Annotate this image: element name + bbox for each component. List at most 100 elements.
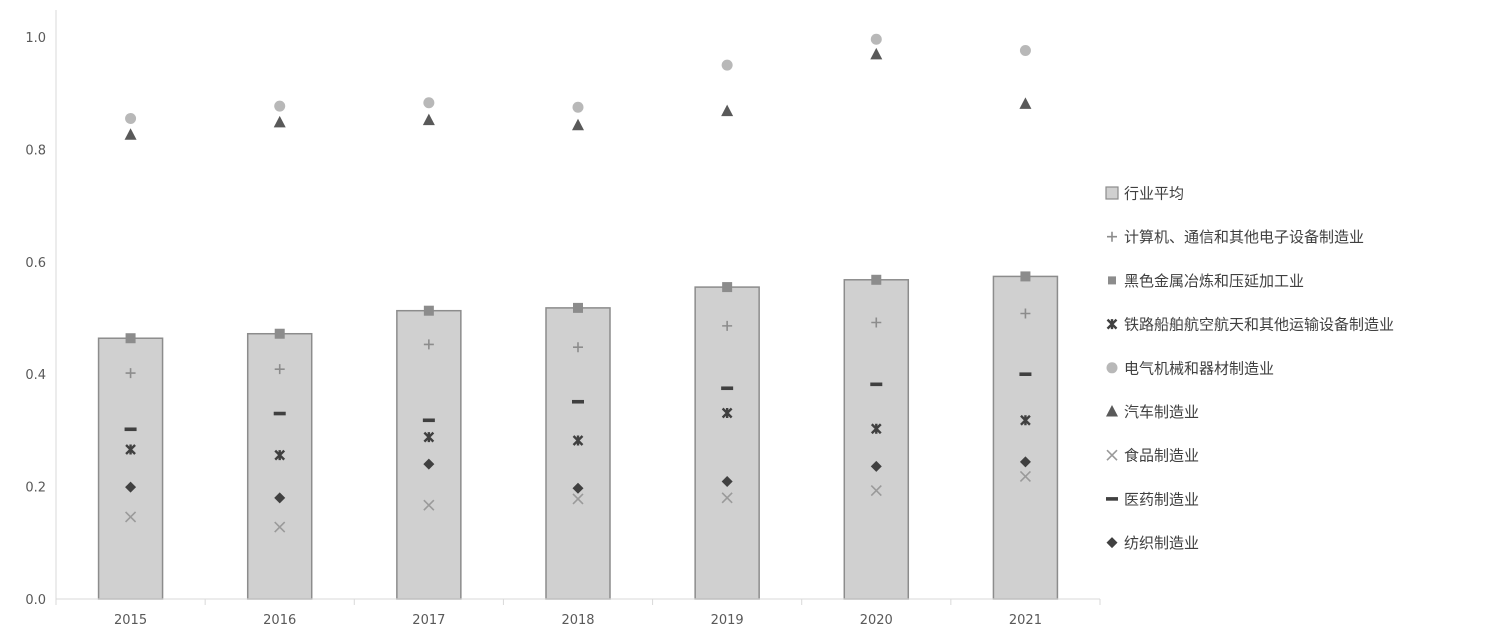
point-6-2017	[423, 499, 435, 511]
legend-label: 纺织制造业	[1124, 534, 1199, 552]
point-3-2018	[572, 435, 584, 446]
bar-2021	[992, 275, 1059, 600]
y-tick-label: 0.2	[25, 481, 46, 496]
legend-label: 行业平均	[1124, 185, 1184, 203]
point-3-2017	[423, 431, 435, 443]
y-tick-label: 1.0	[25, 31, 46, 46]
legend-item-0: 行业平均	[1105, 185, 1184, 203]
legend-item-2: 黑色金属冶炼和压延加工业	[1108, 272, 1304, 290]
legend-swatch	[1108, 276, 1116, 285]
point-3-2021	[1020, 414, 1031, 426]
x-tick-label: 2018	[561, 613, 594, 628]
point-2-2015	[125, 333, 136, 344]
point-7-2016	[273, 411, 286, 416]
point-5-2020	[870, 47, 883, 60]
point-5-2019	[721, 104, 734, 117]
legend-item-5: 汽车制造业	[1106, 403, 1199, 421]
point-1-2020	[871, 317, 882, 328]
point-5-2015	[124, 128, 137, 140]
point-1-2017	[423, 339, 434, 350]
point-8-2018	[572, 482, 584, 494]
bar-2018	[545, 307, 611, 600]
point-6-2018	[572, 493, 584, 505]
x-tick-label: 2019	[711, 613, 744, 628]
legend-item-4: 电气机械和器材制造业	[1106, 359, 1274, 377]
legend-label: 食品制造业	[1124, 447, 1199, 465]
point-8-2015	[125, 481, 137, 493]
y-tick-label: 0.6	[25, 256, 46, 271]
point-3-2015	[125, 444, 136, 455]
point-3-2019	[721, 407, 733, 419]
x-tick-label: 2015	[114, 613, 147, 628]
point-4-2021	[1019, 44, 1031, 56]
point-2-2016	[274, 328, 285, 339]
point-1-2019	[722, 320, 733, 331]
x-tick-label: 2016	[263, 613, 296, 628]
point-7-2019	[721, 386, 734, 391]
point-1-2018	[573, 342, 583, 353]
point-3-2020	[870, 423, 882, 435]
point-7-2017	[422, 418, 435, 423]
point-4-2016	[274, 100, 286, 112]
legend-swatch	[1106, 318, 1118, 330]
legend-label: 医药制造业	[1124, 490, 1199, 508]
legend-item-7: 医药制造业	[1106, 490, 1199, 508]
x-tick-label: 2017	[412, 613, 445, 628]
point-1-2016	[274, 364, 285, 375]
legend-swatch	[1106, 405, 1118, 417]
point-2-2017	[423, 305, 434, 316]
point-6-2019	[721, 492, 733, 504]
point-5-2017	[422, 113, 435, 126]
point-7-2021	[1019, 372, 1032, 376]
legend-swatch	[1106, 537, 1118, 549]
point-6-2020	[870, 484, 882, 497]
legend-swatch	[1106, 362, 1118, 374]
legend[interactable]: 行业平均计算机、通信和其他电子设备制造业黑色金属冶炼和压延加工业铁路船舶航空航天…	[1105, 185, 1394, 553]
legend-label: 黑色金属冶炼和压延加工业	[1124, 272, 1304, 290]
point-4-2017	[423, 97, 435, 109]
point-2-2020	[871, 274, 882, 285]
bar-2016	[246, 332, 313, 600]
legend-swatch	[1105, 186, 1119, 200]
point-6-2015	[125, 511, 137, 523]
y-tick-label: 0.8	[25, 143, 46, 158]
y-tick-label: 0.0	[25, 593, 46, 608]
point-6-2021	[1019, 470, 1031, 483]
y-tick-label: 0.4	[25, 368, 46, 383]
legend-label: 计算机、通信和其他电子设备制造业	[1124, 228, 1364, 246]
point-2-2018	[573, 302, 583, 313]
point-2-2019	[722, 282, 733, 293]
bar-2015	[97, 337, 164, 600]
bars-layer	[97, 275, 1059, 600]
point-4-2019	[721, 59, 733, 71]
legend-label: 铁路船舶航空航天和其他运输设备制造业	[1124, 316, 1394, 334]
point-8-2017	[423, 458, 435, 470]
legend-swatch	[1107, 231, 1117, 242]
point-5-2016	[273, 115, 286, 128]
markers-layer	[124, 33, 1032, 533]
point-7-2018	[572, 399, 584, 404]
legend-label: 汽车制造业	[1124, 403, 1199, 421]
legend-item-8: 纺织制造业	[1106, 534, 1199, 552]
point-5-2018	[572, 118, 584, 131]
bar-2019	[694, 286, 760, 600]
point-3-2016	[274, 449, 286, 461]
point-5-2021	[1019, 97, 1032, 109]
point-6-2016	[274, 521, 286, 533]
point-7-2015	[124, 427, 137, 432]
point-4-2015	[125, 112, 137, 124]
bar-2017	[396, 309, 462, 600]
legend-swatch	[1106, 497, 1118, 501]
point-4-2020	[870, 33, 882, 45]
legend-item-1: 计算机、通信和其他电子设备制造业	[1107, 228, 1364, 246]
bar-2020	[843, 279, 910, 600]
x-tick-label: 2021	[1009, 613, 1042, 628]
point-7-2020	[870, 382, 883, 387]
point-8-2020	[870, 460, 882, 472]
point-8-2021	[1019, 456, 1031, 468]
point-2-2021	[1020, 271, 1031, 282]
point-4-2018	[572, 101, 584, 113]
legend-item-3: 铁路船舶航空航天和其他运输设备制造业	[1106, 316, 1394, 334]
point-1-2015	[125, 368, 136, 379]
